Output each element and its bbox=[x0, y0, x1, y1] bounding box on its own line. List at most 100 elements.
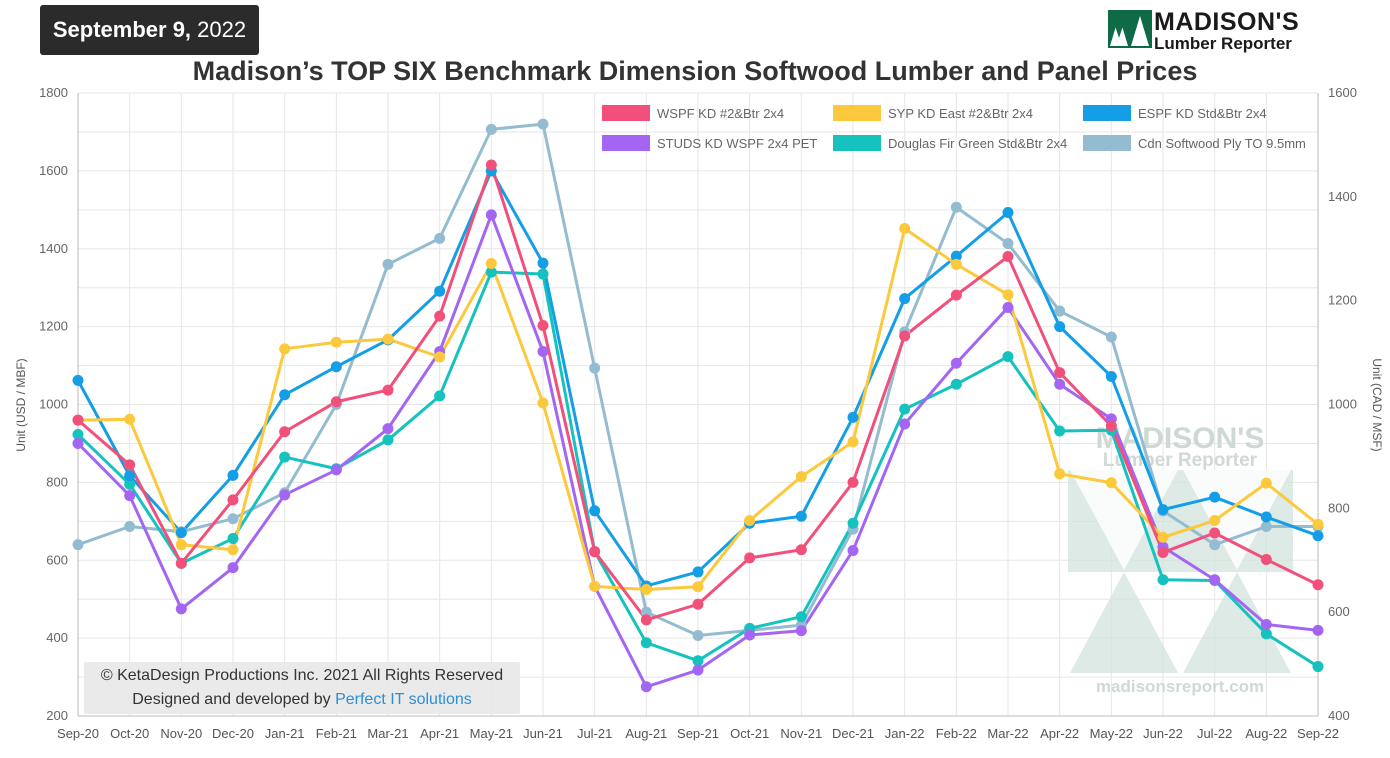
data-point bbox=[1157, 546, 1169, 558]
x-tick-label: Jul-21 bbox=[577, 726, 612, 741]
data-point bbox=[640, 606, 652, 618]
data-point bbox=[847, 436, 859, 448]
data-point bbox=[175, 557, 187, 569]
data-point bbox=[744, 552, 756, 564]
data-point bbox=[589, 505, 601, 517]
data-point bbox=[950, 378, 962, 390]
legend-label: Cdn Softwood Ply TO 9.5mm bbox=[1138, 136, 1306, 151]
data-point bbox=[382, 434, 394, 446]
chart-title: Madison’s TOP SIX Benchmark Dimension So… bbox=[192, 56, 1198, 86]
data-point bbox=[640, 681, 652, 693]
data-point bbox=[847, 517, 859, 529]
legend-swatch bbox=[833, 135, 881, 151]
data-point bbox=[1105, 477, 1117, 489]
data-point bbox=[434, 390, 446, 402]
data-point bbox=[1260, 553, 1272, 565]
x-tick-label: Jun-22 bbox=[1143, 726, 1183, 741]
data-point bbox=[124, 459, 136, 471]
data-point bbox=[692, 655, 704, 667]
data-point bbox=[1260, 618, 1272, 630]
date-day: September 9, bbox=[52, 17, 192, 42]
data-point bbox=[124, 521, 136, 533]
data-point bbox=[1209, 527, 1221, 539]
data-point bbox=[537, 346, 549, 358]
data-point bbox=[1054, 367, 1066, 379]
y-right-axis-title: Unit (CAD / MSF) bbox=[1370, 358, 1384, 451]
x-tick-label: Sep-21 bbox=[677, 726, 719, 741]
data-point bbox=[382, 423, 394, 435]
copyright-box: © KetaDesign Productions Inc. 2021 All R… bbox=[84, 662, 520, 714]
data-point bbox=[1312, 624, 1324, 636]
x-tick-label: Apr-22 bbox=[1040, 726, 1079, 741]
data-point bbox=[279, 343, 291, 355]
data-point bbox=[692, 566, 704, 578]
data-point bbox=[227, 513, 239, 525]
data-point bbox=[1312, 661, 1324, 673]
legend-swatch bbox=[833, 105, 881, 121]
data-point bbox=[72, 428, 84, 440]
x-tick-label: Jul-22 bbox=[1197, 726, 1232, 741]
data-point bbox=[279, 451, 291, 463]
data-point bbox=[1260, 521, 1272, 533]
x-tick-label: Dec-20 bbox=[212, 726, 254, 741]
data-point bbox=[434, 351, 446, 363]
data-point bbox=[485, 123, 497, 135]
data-point bbox=[899, 418, 911, 430]
data-point bbox=[1054, 425, 1066, 437]
data-point bbox=[537, 118, 549, 130]
data-point bbox=[227, 469, 239, 481]
credit-prefix: Designed and developed by bbox=[132, 691, 336, 708]
data-point bbox=[1105, 331, 1117, 343]
data-point bbox=[175, 603, 187, 615]
madisons-logo: MADISON'S Lumber Reporter bbox=[1108, 8, 1343, 54]
perfect-it-link[interactable]: Perfect IT solutions bbox=[335, 691, 472, 708]
date-badge: September 9, 2022 bbox=[40, 5, 259, 55]
data-point bbox=[589, 362, 601, 374]
data-point bbox=[640, 583, 652, 595]
data-point bbox=[1260, 628, 1272, 640]
x-tick-label: Oct-20 bbox=[110, 726, 149, 741]
data-point bbox=[72, 374, 84, 386]
y-left-tick-label: 1400 bbox=[39, 241, 68, 256]
data-point bbox=[1312, 518, 1324, 530]
data-point bbox=[279, 389, 291, 401]
x-tick-label: Dec-21 bbox=[832, 726, 874, 741]
data-point bbox=[1002, 238, 1014, 250]
y-right-tick-label: 1000 bbox=[1328, 397, 1357, 412]
y-left-tick-label: 600 bbox=[46, 552, 68, 567]
x-tick-label: Sep-22 bbox=[1297, 726, 1339, 741]
data-point bbox=[1002, 302, 1014, 314]
data-point bbox=[1209, 491, 1221, 503]
data-point bbox=[795, 625, 807, 637]
data-point bbox=[589, 546, 601, 558]
data-point bbox=[1209, 539, 1221, 551]
x-tick-label: May-22 bbox=[1090, 726, 1133, 741]
data-point bbox=[1157, 531, 1169, 543]
data-point bbox=[692, 664, 704, 676]
data-point bbox=[795, 510, 807, 522]
data-point bbox=[899, 330, 911, 342]
legend-swatch bbox=[1083, 105, 1131, 121]
data-point bbox=[847, 476, 859, 488]
data-point bbox=[640, 614, 652, 626]
data-point bbox=[434, 285, 446, 297]
data-point bbox=[899, 403, 911, 415]
data-point bbox=[1157, 574, 1169, 586]
x-tick-label: Sep-20 bbox=[57, 726, 99, 741]
data-point bbox=[330, 361, 342, 373]
x-tick-label: May-21 bbox=[470, 726, 513, 741]
x-tick-label: Nov-21 bbox=[780, 726, 822, 741]
watermark-url: madisonsreport.com bbox=[1096, 677, 1264, 696]
data-point bbox=[485, 159, 497, 171]
data-point bbox=[1312, 579, 1324, 591]
data-point bbox=[1054, 321, 1066, 333]
data-point bbox=[1002, 289, 1014, 301]
credit-line: Designed and developed by Perfect IT sol… bbox=[84, 688, 520, 712]
y-right-tick-label: 800 bbox=[1328, 500, 1350, 515]
data-point bbox=[330, 336, 342, 348]
legend-swatch bbox=[602, 135, 650, 151]
data-point bbox=[1260, 511, 1272, 523]
data-point bbox=[175, 539, 187, 551]
data-point bbox=[589, 580, 601, 592]
